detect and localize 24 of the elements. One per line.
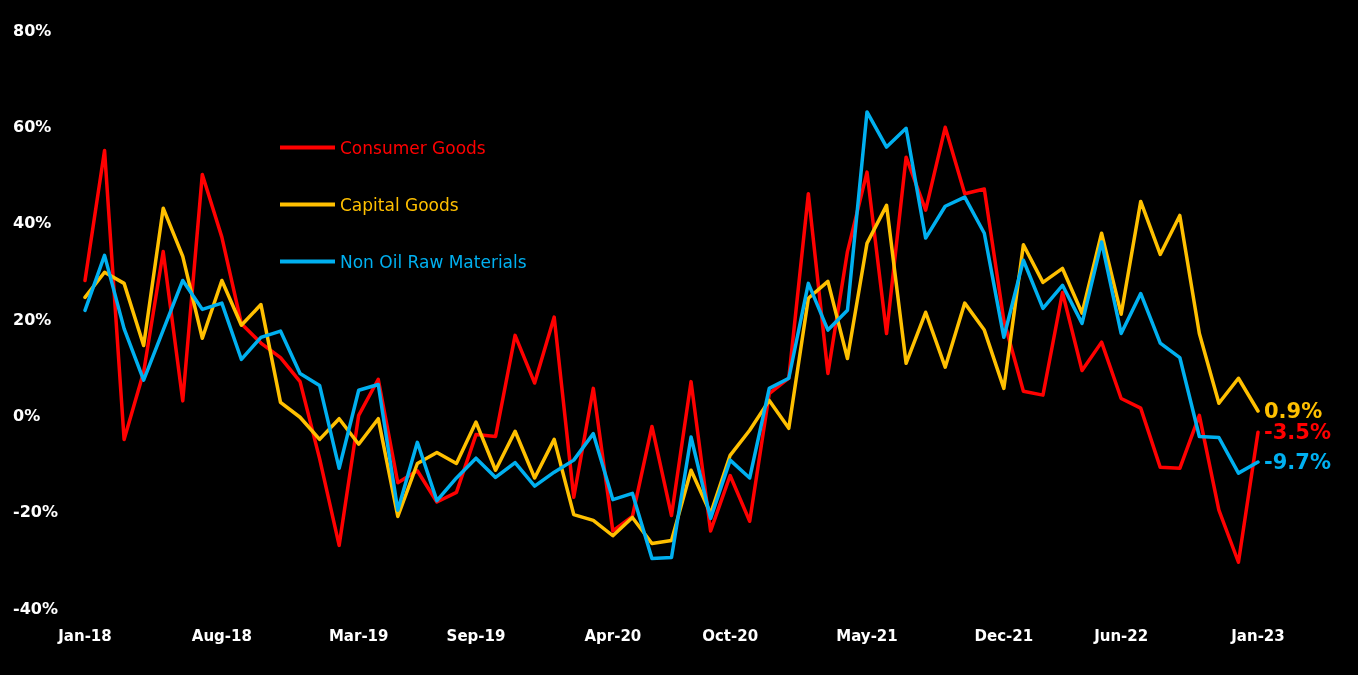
x-tick-label: Jan-18 <box>57 626 112 645</box>
x-tick-label: May-21 <box>836 626 898 645</box>
y-tick-label: 20% <box>13 309 52 329</box>
legend-label: Non Oil Raw Materials <box>340 251 527 272</box>
y-tick-label: 40% <box>13 213 52 233</box>
x-tick-label: Apr-20 <box>584 626 642 645</box>
line-series <box>83 199 1260 546</box>
y-tick-label: 80% <box>13 20 52 40</box>
x-tick-label: Aug-18 <box>191 626 252 645</box>
data-label: -3.5% <box>1264 420 1331 445</box>
y-tick-label: 0% <box>13 405 41 425</box>
legend-label: Capital Goods <box>340 194 459 215</box>
y-tick-label: -40% <box>13 598 58 618</box>
y-tick-label: -20% <box>13 502 58 522</box>
y-tick-label: 60% <box>13 116 52 136</box>
legend-label: Consumer Goods <box>340 137 486 158</box>
x-tick-label: Dec-21 <box>974 626 1034 645</box>
data-label: -9.7% <box>1264 450 1331 475</box>
data-label: 0.9% <box>1264 399 1323 423</box>
x-tick-label: Oct-20 <box>702 626 759 645</box>
x-tick-label: Jun-22 <box>1093 626 1149 645</box>
x-tick-label: Sep-19 <box>446 626 506 645</box>
x-tick-label: Mar-19 <box>328 626 389 645</box>
x-tick-label: Jan-23 <box>1230 626 1285 645</box>
